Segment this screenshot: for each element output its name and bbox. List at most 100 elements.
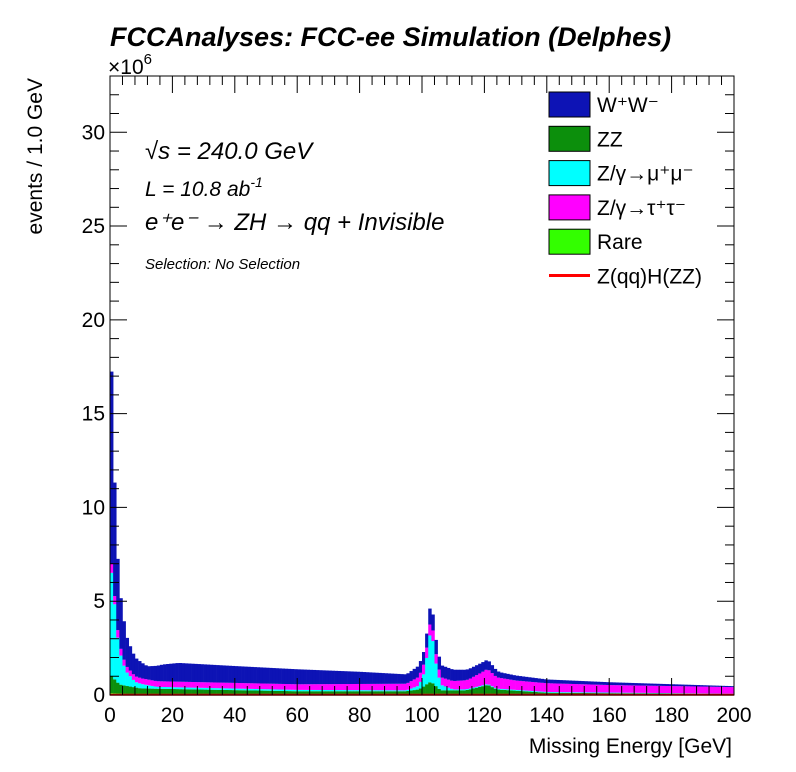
legend-entry: W⁺W⁻ [548,91,659,118]
bar-segment [506,690,510,695]
bar-segment [584,692,588,693]
legend-label: Z/γ→τ⁺τ⁻ [597,197,686,220]
bar-segment [219,689,223,695]
bar-segment [471,676,476,688]
annotations: √s = 240.0 GeV L = 10.8 ab-1 e⁺e⁻ → ZH →… [145,138,444,273]
bar-segment [231,690,236,695]
x-tick-label: 160 [592,704,627,727]
bar-segment [568,692,573,693]
bar-segment [197,682,201,688]
bar-segment [269,690,273,695]
bar-segment [269,689,273,691]
bar-segment [475,687,479,695]
bar-segment [297,669,301,685]
bar-segment [493,687,498,689]
bar-segment [459,689,463,691]
bar-segment [206,689,211,695]
bar-segment [640,692,644,694]
bar-segment [671,686,676,694]
bar-segment [465,689,470,690]
bar-segment [219,688,223,690]
bar-segment [397,691,401,695]
bar-segment [562,692,566,693]
bar-segment [312,669,317,685]
bar-segment [446,687,451,691]
bar-segment [159,688,164,695]
bar-segment [475,675,479,687]
bar-segment [559,692,563,693]
bar-segment [574,680,579,685]
bar-segment [453,680,457,690]
annotation-selection: Selection: No Selection [145,256,300,273]
bar-segment [122,621,126,660]
bar-segment [596,684,601,693]
bar-segment [156,681,161,687]
bar-segment [159,664,164,682]
bar-segment [503,689,507,695]
bar-segment [219,665,223,683]
bar-segment [656,683,660,686]
bar-segment [250,683,254,689]
y-tick-label: 15 [82,403,105,426]
bar-segment [262,683,267,690]
bar-segment [312,684,317,690]
bar-segment [297,684,301,690]
bar-segment [431,614,435,631]
bar-segment [150,666,154,681]
bar-segment [375,690,379,692]
bar-segment [303,691,307,695]
bar-segment [256,689,261,691]
bar-segment [627,693,632,695]
bar-segment [443,690,448,695]
chart-title: FCCAnalyses: FCC-ee Simulation (Delphes) [110,22,671,52]
bar-segment [518,676,523,681]
bar-segment [116,637,120,683]
bar-segment [484,684,488,686]
bar-segment [281,689,286,691]
bar-segment [581,692,585,695]
bar-segment [443,678,448,687]
bar-segment [372,683,376,691]
bar-segment [662,685,666,694]
bar-segment [568,692,573,695]
bar-segment [590,692,594,694]
bar-segment [475,665,479,676]
bar-segment [546,691,551,693]
bar-segment [665,693,669,694]
bar-segment [674,686,679,694]
bar-segment [347,691,351,695]
bar-segment [166,664,170,682]
bar-segment [578,692,582,695]
bar-segment [209,664,214,683]
x-tick-label: 140 [529,704,564,727]
bar-segment [253,688,257,691]
bar-segment [163,688,167,695]
bar-segment [306,684,310,690]
bar-segment [353,691,357,695]
bar-segment [272,690,276,695]
bar-segment [303,684,307,690]
bar-segment [680,684,685,687]
bar-segment [509,674,513,680]
bar-segment [584,684,588,693]
bar-segment [234,690,239,695]
bar-segment [553,692,557,695]
bar-segment [571,692,576,695]
bar-segment [368,691,373,695]
bar-segment [412,687,417,691]
bar-segment [347,690,351,692]
bar-segment [659,693,663,694]
bar-segment [294,689,298,692]
bar-segment [163,664,167,682]
bar-segment [110,572,114,677]
bar-segment [200,687,204,690]
bar-segment [599,684,604,693]
bar-segment [531,677,535,682]
bar-segment [574,684,579,693]
annotation-process: e⁺e⁻ → ZH → qq + Invisible [145,209,444,236]
bar-segment [556,692,560,693]
bar-segment [119,598,123,649]
bar-segment [110,563,114,573]
bar-segment [581,681,585,685]
bar-segment [375,672,379,684]
